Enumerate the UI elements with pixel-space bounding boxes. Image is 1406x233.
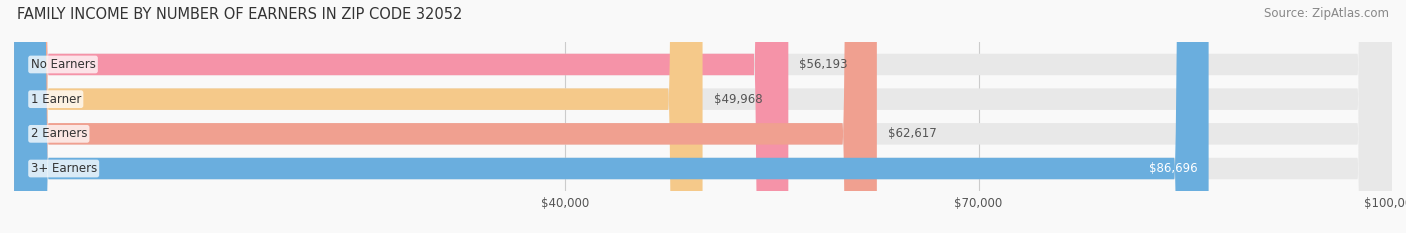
FancyBboxPatch shape — [14, 0, 703, 233]
FancyBboxPatch shape — [14, 0, 789, 233]
Text: $49,968: $49,968 — [714, 93, 762, 106]
FancyBboxPatch shape — [14, 0, 1392, 233]
Text: $56,193: $56,193 — [800, 58, 848, 71]
FancyBboxPatch shape — [14, 0, 1392, 233]
FancyBboxPatch shape — [14, 0, 1392, 233]
Text: $62,617: $62,617 — [887, 127, 936, 140]
FancyBboxPatch shape — [14, 0, 877, 233]
Text: 3+ Earners: 3+ Earners — [31, 162, 97, 175]
FancyBboxPatch shape — [14, 0, 1392, 233]
Text: Source: ZipAtlas.com: Source: ZipAtlas.com — [1264, 7, 1389, 20]
Text: $86,696: $86,696 — [1149, 162, 1198, 175]
Text: 1 Earner: 1 Earner — [31, 93, 82, 106]
Text: FAMILY INCOME BY NUMBER OF EARNERS IN ZIP CODE 32052: FAMILY INCOME BY NUMBER OF EARNERS IN ZI… — [17, 7, 463, 22]
Text: No Earners: No Earners — [31, 58, 96, 71]
Text: 2 Earners: 2 Earners — [31, 127, 87, 140]
FancyBboxPatch shape — [14, 0, 1209, 233]
